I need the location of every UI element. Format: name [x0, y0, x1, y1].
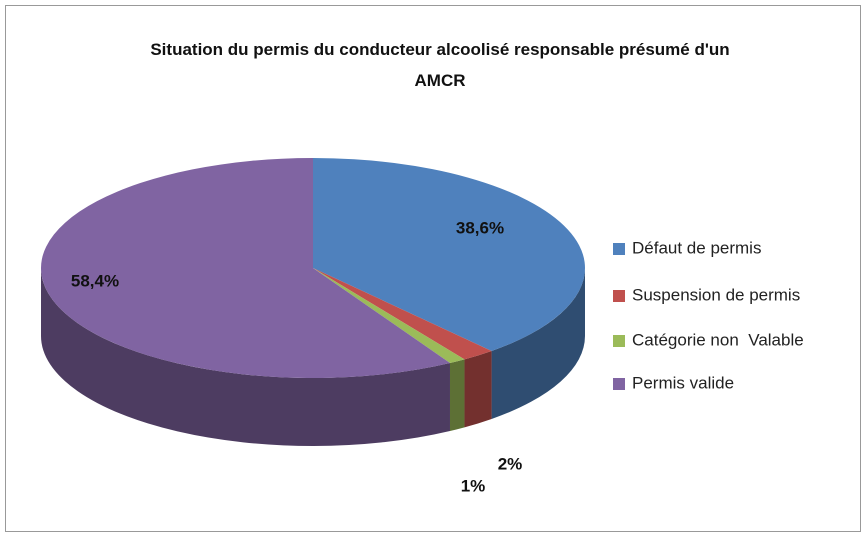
pie-slice: [41, 158, 450, 378]
slice-side: [464, 350, 492, 428]
pie-slice: [313, 158, 586, 351]
legend-label: Suspension de permis: [632, 285, 800, 304]
legend-swatch: [613, 243, 625, 255]
data-label: 1%: [461, 476, 486, 495]
pie-slice: [313, 268, 465, 364]
legend-swatch: [613, 335, 625, 347]
legend-label: Catégorie non Valable: [632, 330, 804, 349]
slice-side: [491, 268, 585, 419]
slice-side: [41, 268, 450, 446]
pie-slice: [313, 268, 492, 360]
legend-label: Permis valide: [632, 373, 734, 392]
legend-swatch: [613, 378, 625, 390]
data-label: 58,4%: [71, 271, 119, 290]
chart-title: Situation du permis du conducteur alcool…: [150, 40, 730, 90]
legend-label: Défaut de permis: [632, 238, 761, 257]
data-label: 2%: [498, 454, 523, 473]
legend-swatch: [613, 290, 625, 302]
data-label: 38,6%: [456, 218, 504, 237]
slice-side: [449, 359, 465, 432]
